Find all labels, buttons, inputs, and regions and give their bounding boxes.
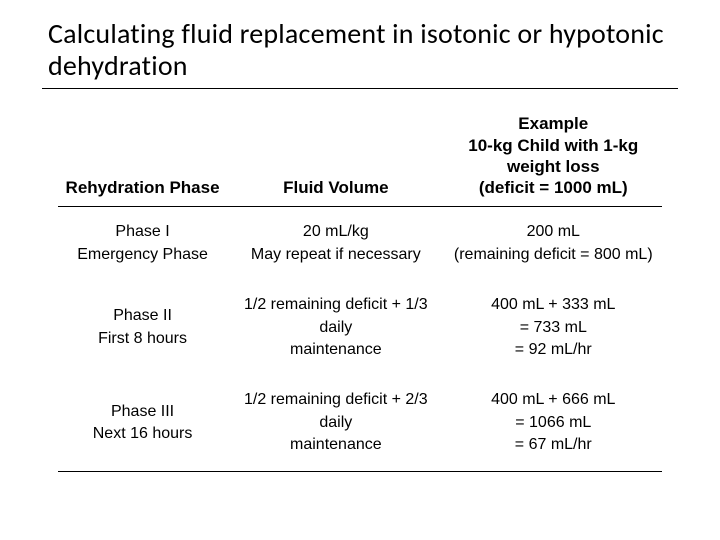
phase-l2: First 8 hours [62,328,223,350]
example-l1: 200 mL [449,221,658,243]
example-l2: = 733 mL [449,317,658,339]
header-phase: Rehydration Phase [58,107,227,206]
example-cell: 200 mL (remaining deficit = 800 mL) [445,207,662,280]
volume-l1: 1/2 remaining deficit + 2/3 daily [231,389,440,434]
example-l2: = 1066 mL [449,412,658,434]
fluid-table: Rehydration Phase Fluid Volume Example 1… [58,107,662,471]
table-row: Phase III Next 16 hours 1/2 remaining de… [58,375,662,470]
table-header-row: Rehydration Phase Fluid Volume Example 1… [58,107,662,206]
volume-cell: 1/2 remaining deficit + 2/3 daily mainte… [227,375,444,470]
header-example-l3: (deficit = 1000 mL) [449,177,658,198]
example-cell: 400 mL + 666 mL = 1066 mL = 67 mL/hr [445,375,662,470]
phase-cell: Phase III Next 16 hours [58,375,227,470]
header-volume: Fluid Volume [227,107,444,206]
volume-cell: 1/2 remaining deficit + 1/3 daily mainte… [227,280,444,375]
volume-l2: May repeat if necessary [231,244,440,266]
example-l1: 400 mL + 666 mL [449,389,658,411]
table-row: Phase I Emergency Phase 20 mL/kg May rep… [58,207,662,280]
example-l3: = 92 mL/hr [449,339,658,361]
header-example-l2: 10-kg Child with 1-kg weight loss [449,135,658,178]
phase-l1: Phase II [62,305,223,327]
phase-cell: Phase II First 8 hours [58,280,227,375]
example-l3: = 67 mL/hr [449,434,658,456]
volume-l2: maintenance [231,339,440,361]
volume-cell: 20 mL/kg May repeat if necessary [227,207,444,280]
phase-cell: Phase I Emergency Phase [58,207,227,280]
volume-l1: 20 mL/kg [231,221,440,243]
header-example-l1: Example [449,113,658,134]
volume-l2: maintenance [231,434,440,456]
phase-l2: Next 16 hours [62,423,223,445]
title-underline [42,88,678,89]
slide: Calculating fluid replacement in isotoni… [0,0,720,540]
fluid-table-wrap: Rehydration Phase Fluid Volume Example 1… [58,107,662,471]
phase-l2: Emergency Phase [62,244,223,266]
example-cell: 400 mL + 333 mL = 733 mL = 92 mL/hr [445,280,662,375]
example-l2: (remaining deficit = 800 mL) [449,244,658,266]
volume-l1: 1/2 remaining deficit + 1/3 daily [231,294,440,339]
example-l1: 400 mL + 333 mL [449,294,658,316]
phase-l1: Phase III [62,401,223,423]
slide-title: Calculating fluid replacement in isotoni… [48,18,672,82]
phase-l1: Phase I [62,221,223,243]
header-example: Example 10-kg Child with 1-kg weight los… [445,107,662,206]
footer-rule [58,471,662,472]
table-row: Phase II First 8 hours 1/2 remaining def… [58,280,662,375]
